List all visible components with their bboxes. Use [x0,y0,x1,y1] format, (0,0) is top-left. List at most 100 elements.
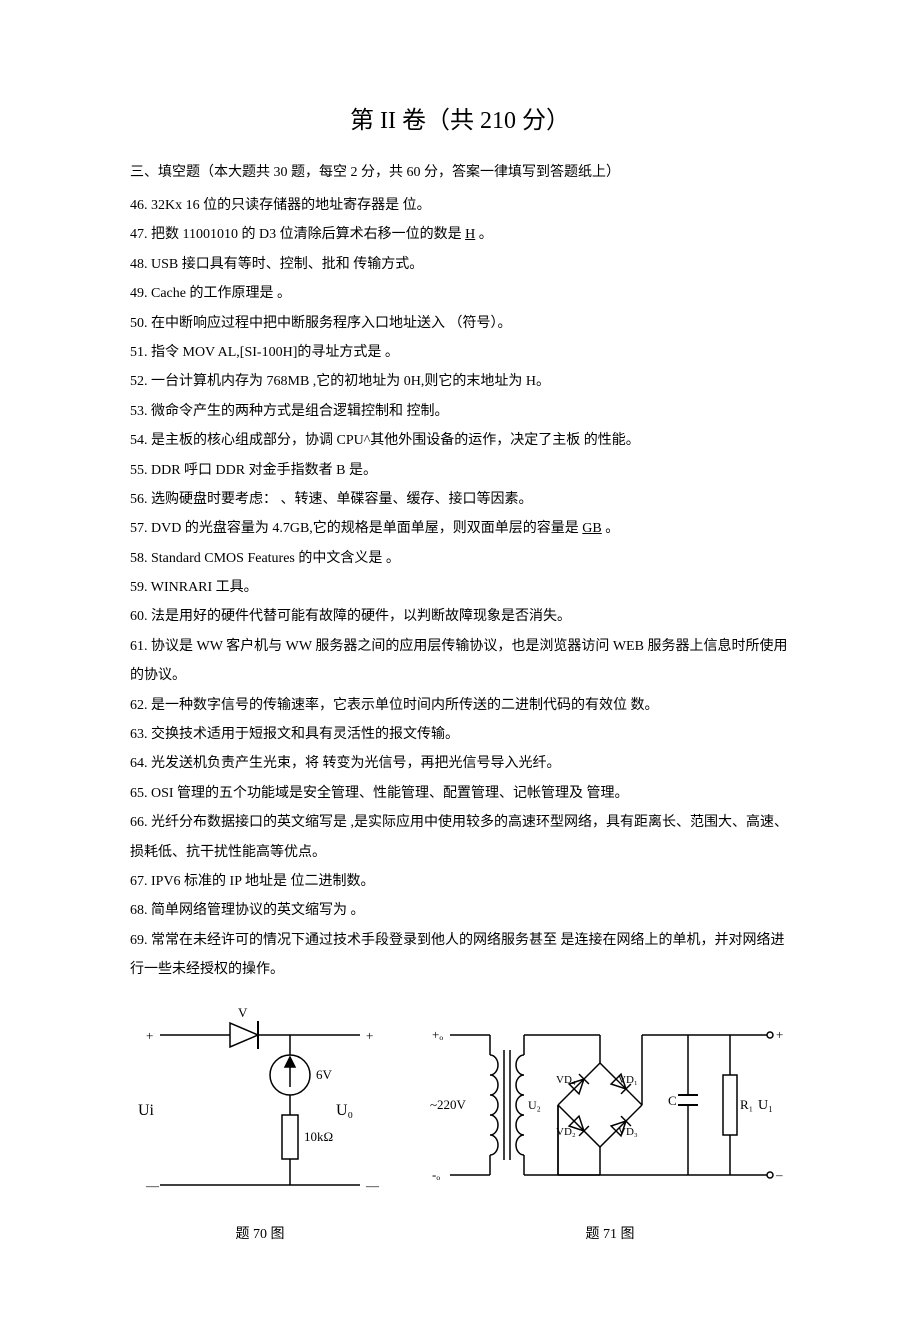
svg-text:10kΩ: 10kΩ [304,1129,333,1144]
questions-list: 46. 32Kx 16 位的只读存储器的地址寄存器是 位。47. 把数 1100… [130,191,790,985]
svg-text:VD₃: VD₃ [618,1126,638,1138]
question-number: 54. [130,433,151,448]
page: 第 II 卷（共 210 分） 三、填空题（本大题共 30 题，每空 2 分，共… [0,0,920,1343]
question-55: 55. DDR 呼口 DDR 对金手指数者 B 是。 [130,456,790,485]
svg-text:-ₒ: -ₒ [432,1167,440,1182]
svg-text:VD₄: VD₄ [556,1074,576,1086]
page-title: 第 II 卷（共 210 分） [130,100,790,135]
figure-70-caption: 题 70 图 [236,1223,285,1243]
question-text: DDR 呼口 DDR 对金手指数者 B 是。 [151,463,377,478]
question-number: 61. [130,639,151,654]
question-text: 微命令产生的两种方式是组合逻辑控制和 控制。 [151,404,449,419]
question-47: 47. 把数 11001010 的 D3 位清除后算术右移一位的数是 H 。 [130,220,790,249]
question-number: 49. [130,286,151,301]
question-number: 64. [130,756,151,771]
question-text: 交换技术适用于短报文和具有灵活性的报文传输。 [151,727,459,742]
svg-text:U₁: U₁ [758,1098,773,1113]
question-54: 54. 是主板的核心组成部分，协调 CPU^其他外围设备的运作，决定了主板 的性… [130,426,790,455]
svg-text:6V: 6V [316,1067,333,1082]
question-62: 62. 是一种数字信号的传输速率，它表示单位时间内所传送的二进制代码的有效位 数… [130,691,790,720]
question-text: 在中断响应过程中把中断服务程序入口地址送入 （符号）。 [151,316,512,331]
question-49: 49. Cache 的工作原理是 。 [130,279,790,308]
underline-blank: GB [582,521,601,536]
question-text: 是主板的核心组成部分，协调 CPU^其他外围设备的运作，决定了主板 的性能。 [151,433,640,448]
question-text: 选购硬盘时要考虑： 、转速、单碟容量、缓存、接口等因素。 [151,492,533,507]
question-number: 62. [130,698,151,713]
question-text-post: 。 [602,521,620,536]
question-67: 67. IPV6 标准的 IP 地址是 位二进制数。 [130,867,790,896]
question-46: 46. 32Kx 16 位的只读存储器的地址寄存器是 位。 [130,191,790,220]
question-66: 66. 光纤分布数据接口的英文缩写是 ,是实际应用中使用较多的高速环型网络，具有… [130,808,790,867]
question-text: 法是用好的硬件代替可能有故障的硬件，以判断故障现象是否消失。 [151,609,571,624]
question-text: Standard CMOS Features 的中文含义是 。 [151,551,400,566]
question-56: 56. 选购硬盘时要考虑： 、转速、单碟容量、缓存、接口等因素。 [130,485,790,514]
circuit-70: V + +6V 10kΩ — — Ui U₀ [130,1005,390,1205]
question-text: USB 接口具有等时、控制、批和 传输方式。 [151,257,423,272]
svg-text:—: — [145,1178,160,1193]
question-52: 52. 一台计算机内存为 768MB ,它的初地址为 0H,则它的末地址为 H。 [130,367,790,396]
question-53: 53. 微命令产生的两种方式是组合逻辑控制和 控制。 [130,397,790,426]
question-60: 60. 法是用好的硬件代替可能有故障的硬件，以判断故障现象是否消失。 [130,602,790,631]
question-number: 53. [130,404,151,419]
question-text: OSI 管理的五个功能域是安全管理、性能管理、配置管理、记帐管理及 管理。 [151,786,629,801]
question-text-post: 。 [475,227,493,242]
figure-71-caption: 题 71 图 [586,1223,635,1243]
question-48: 48. USB 接口具有等时、控制、批和 传输方式。 [130,250,790,279]
svg-text:U₀: U₀ [336,1102,353,1119]
svg-text:V: V [238,1005,248,1020]
question-number: 55. [130,463,151,478]
svg-text:+: + [146,1028,153,1043]
question-number: 66. [130,815,151,830]
question-number: 51. [130,345,151,360]
question-text: WINRARI 工具。 [151,580,258,595]
question-59: 59. WINRARI 工具。 [130,573,790,602]
svg-text:U₂: U₂ [528,1098,541,1112]
svg-text:Ui: Ui [138,1102,155,1119]
question-text: 指令 MOV AL,[SI-100H]的寻址方式是 。 [151,345,399,360]
question-text: 一台计算机内存为 768MB ,它的初地址为 0H,则它的末地址为 H。 [151,374,550,389]
question-text: 光纤分布数据接口的英文缩写是 ,是实际应用中使用较多的高速环型网络，具有距离长、… [130,815,788,859]
question-number: 63. [130,727,151,742]
question-64: 64. 光发送机负责产生光束，将 转变为光信号，再把光信号导入光纤。 [130,749,790,778]
question-number: 50. [130,316,151,331]
question-number: 68. [130,903,151,918]
question-number: 57. [130,521,151,536]
question-text: 是一种数字信号的传输速率，它表示单位时间内所传送的二进制代码的有效位 数。 [151,698,659,713]
question-text: 协议是 WW 客户机与 WW 服务器之间的应用层传输协议，也是浏览器访问 WEB… [130,639,787,683]
question-50: 50. 在中断响应过程中把中断服务程序入口地址送入 （符号）。 [130,309,790,338]
question-number: 46. [130,198,151,213]
question-text-pre: 把数 11001010 的 D3 位清除后算术右移一位的数是 [151,227,465,242]
figure-70: V + +6V 10kΩ — — Ui U₀ 题 70 图 [130,1005,390,1243]
question-58: 58. Standard CMOS Features 的中文含义是 。 [130,544,790,573]
svg-text:–: – [775,1167,783,1182]
question-number: 65. [130,786,151,801]
question-number: 58. [130,551,151,566]
question-61: 61. 协议是 WW 客户机与 WW 服务器之间的应用层传输协议，也是浏览器访问… [130,632,790,691]
svg-text:+: + [366,1028,373,1043]
question-63: 63. 交换技术适用于短报文和具有灵活性的报文传输。 [130,720,790,749]
question-number: 47. [130,227,151,242]
question-text-pre: DVD 的光盘容量为 4.7GB,它的规格是单面单屋，则双面单层的容量是 [151,521,582,536]
question-69: 69. 常常在未经许可的情况下通过技术手段登录到他人的网络服务甚至 是连接在网络… [130,926,790,985]
question-number: 69. [130,933,151,948]
svg-text:R₁: R₁ [740,1097,753,1112]
svg-text:—: — [365,1178,380,1193]
svg-text:+ₒ: +ₒ [432,1027,443,1042]
section-header: 三、填空题（本大题共 30 题，每空 2 分，共 60 分，答案一律填写到答题纸… [130,159,790,187]
question-text: Cache 的工作原理是 。 [151,286,291,301]
svg-text:VD₁: VD₁ [618,1074,638,1086]
question-text: IPV6 标准的 IP 地址是 位二进制数。 [151,874,375,889]
svg-text:C: C [668,1093,677,1108]
question-number: 67. [130,874,151,889]
svg-text:VD₂: VD₂ [556,1126,576,1138]
question-number: 56. [130,492,151,507]
question-number: 60. [130,609,151,624]
figure-71: +ₒ -ₒ ~220V U₂ VD₄ VD₁ VD₂ VD₃ C R₁ U₁ + – 题 71 图 [430,1005,790,1243]
circuit-71: +ₒ -ₒ ~220V U₂ VD₄ VD₁ VD₂ VD₃ C R₁ U₁ + – [430,1005,790,1205]
underline-blank: H [465,227,475,242]
question-number: 52. [130,374,151,389]
question-number: 59. [130,580,151,595]
svg-text:+: + [776,1027,783,1042]
svg-text:~220V: ~220V [430,1097,467,1112]
question-57: 57. DVD 的光盘容量为 4.7GB,它的规格是单面单屋，则双面单层的容量是… [130,514,790,543]
